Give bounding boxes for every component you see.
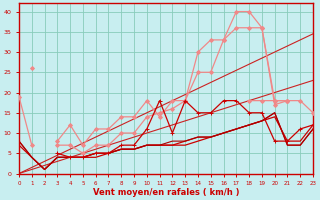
X-axis label: Vent moyen/en rafales ( km/h ): Vent moyen/en rafales ( km/h )	[93, 188, 239, 197]
